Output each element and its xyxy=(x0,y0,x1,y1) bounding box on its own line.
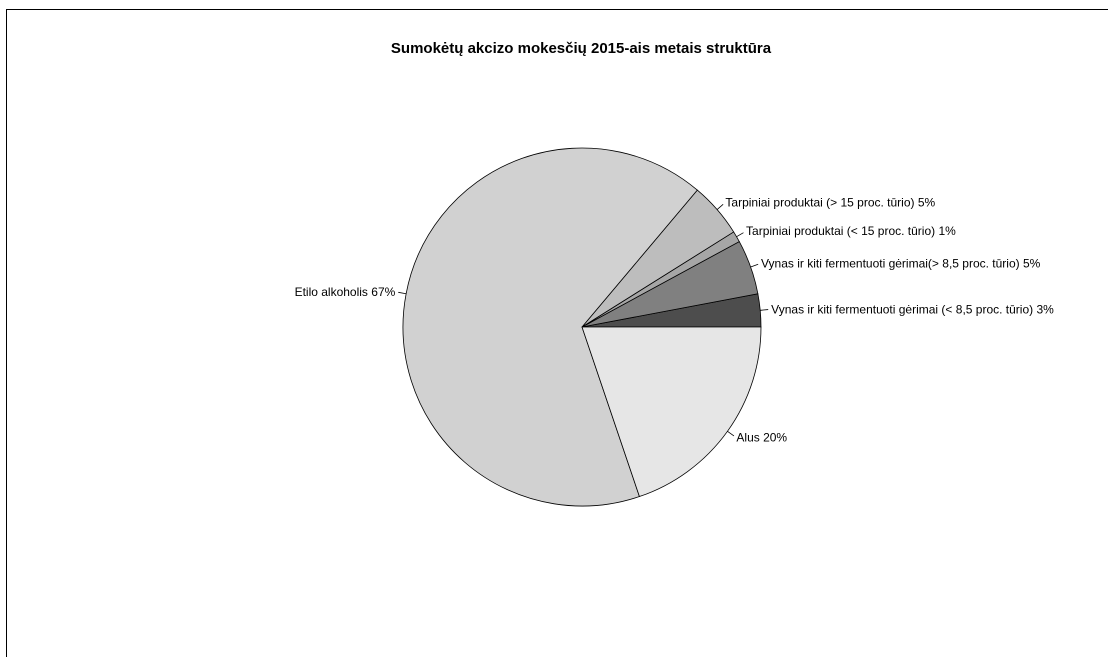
pie-labels: Vynas ir kiti fermentuoti gėrimai (< 8,5… xyxy=(295,195,1055,444)
pie-slice xyxy=(402,147,698,507)
slice-label-tick xyxy=(727,430,735,437)
pie-slices xyxy=(402,147,762,507)
slice-label: Vynas ir kiti fermentuoti gėrimai(> 8,5 … xyxy=(761,256,1041,270)
slice-label-tick xyxy=(736,232,744,238)
plot-frame xyxy=(6,9,1108,657)
slice-label-tick xyxy=(750,263,759,268)
slice-label: Alus 20% xyxy=(736,431,787,445)
pie-slice xyxy=(581,326,762,498)
chart-title: Sumokėtų akcizo mokesčių 2015-ais metais… xyxy=(391,40,772,57)
slice-label-tick xyxy=(398,291,407,295)
slice-label: Etilo alkoholis 67% xyxy=(295,285,396,299)
slice-label-tick xyxy=(716,204,724,210)
slice-label: Tarpiniai produktai (< 15 proc. tūrio) 1… xyxy=(746,224,956,238)
slice-label: Tarpiniai produktai (> 15 proc. tūrio) 5… xyxy=(725,195,935,209)
slice-label-tick xyxy=(760,309,769,311)
slice-label: Vynas ir kiti fermentuoti gėrimai (< 8,5… xyxy=(771,302,1054,316)
